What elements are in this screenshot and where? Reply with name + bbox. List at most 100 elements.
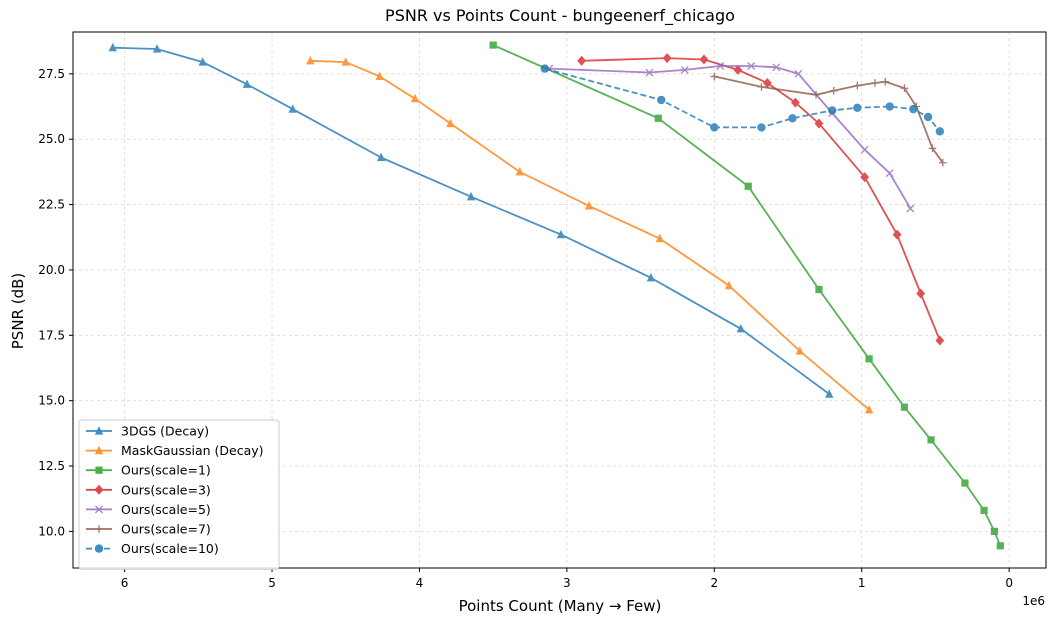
legend-item: [86, 445, 112, 455]
data-point: [489, 41, 497, 49]
data-point: [716, 62, 725, 70]
y-tick-label: 12.5: [38, 459, 65, 473]
data-point: [762, 77, 772, 88]
data-point: [790, 97, 800, 108]
data-point: [744, 182, 752, 190]
series-6: [540, 64, 945, 136]
data-point: [446, 118, 455, 128]
data-point: [939, 158, 947, 167]
x-tick-label: 0: [1005, 576, 1013, 590]
data-point: [881, 77, 890, 86]
data-point: [906, 204, 915, 213]
data-point: [662, 53, 672, 64]
legend: 3DGS (Decay) MaskGaussian (Decay) Ours(sca…: [78, 419, 280, 570]
data-point: [655, 233, 664, 243]
data-point: [916, 288, 926, 299]
data-point: [376, 152, 386, 162]
y-tick-label: 15.0: [38, 394, 65, 408]
data-point: [812, 90, 820, 99]
data-point: [466, 191, 476, 201]
legend-item: [86, 426, 112, 435]
series-4: [545, 62, 915, 213]
data-point: [584, 201, 594, 210]
legend-marker: [94, 445, 104, 455]
data-point: [375, 71, 384, 81]
legend-item: [86, 466, 112, 474]
series-layer: [108, 41, 1004, 550]
data-point: [900, 403, 909, 411]
data-point: [935, 335, 945, 346]
data-point: [645, 68, 654, 77]
data-point: [733, 64, 743, 75]
x-axis: 6 5 4 3 2 1 0: [121, 568, 1013, 590]
y-axis: 10.0 12.5 15.0 17.5 20.0 22.5 25.0 27.5: [38, 67, 73, 538]
data-point: [828, 106, 837, 115]
data-point: [865, 355, 873, 363]
data-point: [860, 172, 870, 183]
x-tick-label: 2: [710, 576, 718, 590]
x-tick-label: 4: [416, 576, 424, 590]
x-tick-label: 6: [121, 576, 129, 590]
data-point: [710, 123, 719, 132]
data-point: [724, 280, 734, 290]
data-point: [152, 44, 162, 53]
data-point: [288, 104, 297, 113]
data-point: [871, 79, 879, 87]
data-point: [794, 69, 803, 78]
data-point: [980, 506, 988, 515]
data-point: [198, 57, 207, 66]
data-point: [825, 389, 834, 398]
data-point: [242, 79, 252, 88]
data-point: [757, 83, 766, 91]
data-point: [772, 63, 781, 72]
y-tick-label: 22.5: [38, 198, 65, 212]
legend-box: [78, 419, 280, 570]
legend-label: Ours(scale=5): [121, 502, 211, 517]
legend-label: Ours(scale=1): [121, 463, 211, 478]
y-tick-label: 27.5: [38, 67, 65, 81]
data-point: [853, 81, 862, 90]
data-point: [657, 95, 666, 105]
series-0: [108, 42, 834, 398]
data-point: [928, 144, 937, 153]
plot-frame: [72, 31, 1047, 569]
data-point: [556, 229, 566, 239]
x-offset-label: 1e6: [1022, 594, 1045, 608]
data-point: [892, 229, 902, 240]
x-tick-label: 1: [858, 576, 866, 590]
data-point: [990, 527, 999, 535]
legend-item: [86, 544, 112, 553]
data-point: [710, 72, 719, 81]
y-tick-label: 25.0: [38, 132, 65, 146]
data-point: [341, 57, 350, 66]
legend-marker: [94, 544, 104, 553]
legend-label: Ours(scale=3): [121, 482, 211, 497]
data-point: [927, 436, 935, 444]
series-3: [577, 53, 945, 346]
data-point: [935, 127, 945, 136]
data-point: [736, 323, 746, 333]
data-point: [815, 285, 823, 294]
series-1: [306, 55, 874, 414]
data-point: [646, 272, 656, 282]
data-point: [885, 169, 894, 178]
data-point: [680, 65, 689, 74]
data-point: [829, 87, 838, 95]
data-point: [996, 542, 1004, 550]
y-tick-label: 10.0: [38, 524, 65, 538]
legend-label: Ours(scale=7): [121, 522, 211, 537]
data-point: [795, 346, 805, 355]
data-point: [108, 42, 118, 52]
data-point: [515, 167, 524, 176]
data-point: [747, 62, 756, 70]
data-point: [577, 55, 587, 66]
legend-label: MaskGaussian (Decay): [121, 443, 264, 458]
chart-title: PSNR vs Points Count - bungeenerf_chicag…: [385, 6, 735, 26]
legend-marker: [94, 484, 104, 495]
legend-marker: [94, 426, 104, 435]
data-point: [540, 64, 549, 73]
data-point: [961, 479, 969, 487]
series-2: [489, 41, 1004, 550]
data-point: [410, 93, 420, 103]
